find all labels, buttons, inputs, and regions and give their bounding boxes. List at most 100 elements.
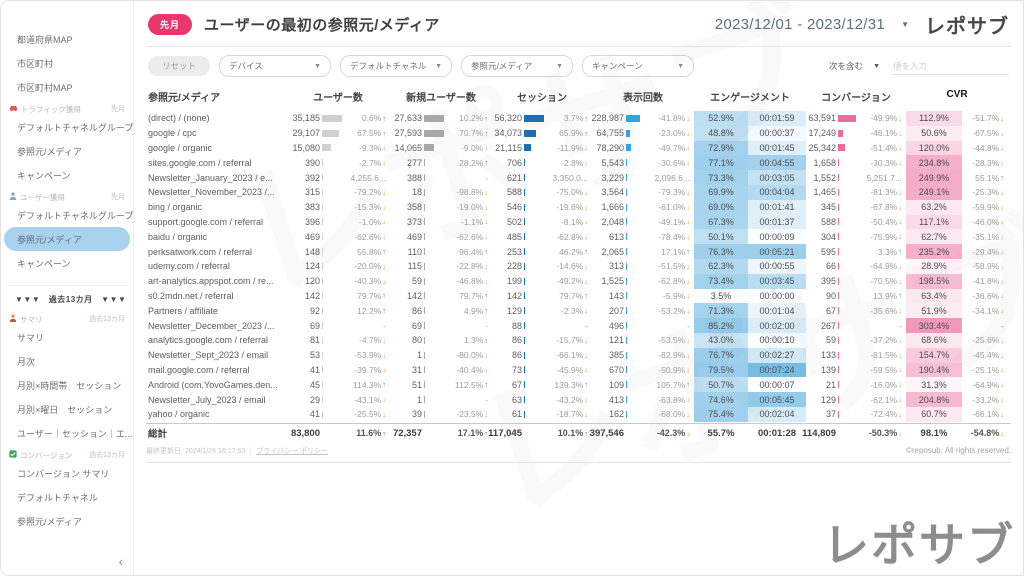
users-value: 383 (286, 200, 344, 215)
sidebar-item-8[interactable]: デフォルトチャネルグループ (17, 210, 133, 221)
users-change: -1.0% ↓ (359, 216, 386, 227)
engagement-rate-cell: 62.3% (694, 258, 748, 274)
sessions-value: 485 (492, 229, 546, 244)
sidebar-item-15[interactable]: 月次 (17, 356, 36, 367)
col-header-views[interactable]: 表示回数 (623, 93, 663, 104)
sessions-change: -75.0% ↓ (556, 187, 588, 198)
views-value: 496 (592, 318, 648, 333)
col-header-new-users[interactable]: 新規ユーザー数 (406, 93, 476, 104)
views-change: -68.0% ↓ (658, 409, 690, 420)
cvr-change: -44.8% ↓ (972, 142, 1004, 153)
sessions-value: 56,320 (492, 111, 546, 126)
table-body: (direct) / (none) 35,185 0.6% ↑ 27,633 10.2% ↑… (146, 111, 1011, 442)
sidebar-item-22[interactable]: 参照元/メディア (17, 516, 82, 527)
chevron-down-icon[interactable]: ▼ (901, 20, 909, 29)
sidebar-item-18[interactable]: ユーザー｜セッション｜エ... (17, 428, 133, 439)
table-footer: 最終更新日: 2024/1/26 16:17:53 ｜ プライバシー ポリシー … (146, 442, 1011, 463)
filter-campaign[interactable]: キャンペーン ▼ (582, 55, 695, 77)
sidebar-item-20[interactable]: コンバージョン サマリ (17, 468, 110, 479)
sessions-value: 142 (492, 289, 546, 304)
conversions-value: 1,658 (806, 155, 860, 170)
page-title: ユーザーの最初の参照元/メディア (204, 17, 440, 34)
views-change: 2,096.6... (654, 172, 690, 183)
source-medium-cell: Newsletter_Sept_2023 / email (148, 350, 269, 361)
table-row: support.google.com / referral 396 -1.0% ↓ 37… (146, 214, 1011, 230)
date-range-selector[interactable]: 2023/12/01 - 2023/12/31 (714, 16, 886, 33)
users-change: - (383, 320, 386, 331)
sessions-change: 79.7% ↑ (559, 290, 588, 301)
sidebar-item-16[interactable]: 月別×時間帯 セッション (17, 380, 122, 391)
table-row: s0.2mdn.net / referral 142 79.7% ↑ 142 79.7% ↑… (146, 288, 1011, 304)
engagement-time-cell: 00:00:07 (759, 379, 795, 390)
metrics-table: 参照元/メディア ユーザー数 新規ユーザー数 セッション 表示回数 エンゲージメ… (146, 83, 1011, 463)
sidebar-collapse-icon[interactable]: ‹ (118, 554, 123, 569)
users-change: -2.7% ↓ (359, 157, 386, 168)
sidebar-item-1[interactable]: 市区町村 (17, 58, 54, 69)
engagement-time-cell: 00:02:04 (748, 406, 806, 422)
source-medium-cell: google / cpc (148, 128, 197, 139)
col-header-source-medium[interactable]: 参照元/メディア (148, 93, 221, 104)
col-header-cvr[interactable]: CVR (946, 89, 968, 100)
sidebar-item-4[interactable]: デフォルトチャネルグループ (17, 122, 133, 133)
sessions-change: 3.7% ↑ (563, 113, 588, 124)
filter-source-medium[interactable]: 参照元/メディア ▼ (461, 55, 574, 77)
sidebar-item-2[interactable]: 市区町村MAP (17, 82, 73, 93)
sidebar-item-6[interactable]: キャンペーン (17, 170, 71, 181)
cvr-cell: 31.3% (906, 377, 962, 393)
sidebar-item-9[interactable]: 参照元/メディア (4, 227, 130, 251)
sidebar-item-21[interactable]: デフォルトチャネル (17, 492, 98, 503)
cvr-cell: 28.9% (906, 258, 962, 274)
col-header-engagement[interactable]: エンゲージメント (710, 93, 790, 104)
cvr-change: -64.9% ↓ (972, 379, 1004, 390)
views-change: -61.0% ↓ (658, 202, 690, 213)
filter-value-input[interactable] (891, 57, 1009, 75)
cvr-cell: 63.2% (906, 199, 962, 215)
sidebar-item-0[interactable]: 都道府県MAP (17, 34, 73, 45)
engagement-time-cell: 00:00:37 (748, 125, 806, 141)
sidebar-item-5[interactable]: 参照元/メディア (17, 146, 82, 157)
conversions-change: -35.6% ↓ (870, 305, 902, 316)
engagement-time-cell: 00:00:55 (748, 258, 806, 274)
new-users-value: 18 (390, 185, 446, 200)
col-header-sessions[interactable]: セッション (517, 93, 567, 104)
views-value: 121 (592, 333, 648, 348)
filter-device[interactable]: デバイス ▼ (219, 55, 332, 77)
engagement-rate-cell: 77.1% (694, 155, 748, 171)
report-header: 先月 ユーザーの最初の参照元/メディア 2023/12/01 - 2023/12… (134, 1, 1023, 46)
views-value: 3,229 (592, 170, 648, 185)
engagement-time-cell: 00:03:05 (748, 170, 806, 185)
cvr-change: -46.0% ↓ (972, 216, 1004, 227)
users-value: 35,185 (286, 111, 344, 126)
col-header-conversions[interactable]: コンバージョン (821, 93, 891, 104)
sidebar-item-10[interactable]: キャンペーン (17, 258, 71, 269)
conversions-change: -16.0% ↓ (870, 379, 902, 390)
engagement-rate-cell: 48.8% (694, 125, 748, 141)
reset-button[interactable]: リセット (148, 56, 211, 76)
engagement-time-cell: 00:00:10 (759, 335, 795, 346)
cvr-change: -67.5% ↓ (972, 128, 1004, 139)
sessions-change: 3,350.0... (552, 172, 588, 183)
conversions-value: 67 (806, 303, 860, 318)
conversions-change: 5,251.7... (866, 172, 902, 183)
table-row: analytics.google.com / referral 81 -4.7% ↓ 8… (146, 332, 1011, 348)
sidebar-section-tag: 過去13カ月 (89, 452, 125, 459)
sessions-value: 706 (492, 155, 546, 170)
source-medium-cell: support.google.com / referral (148, 216, 264, 227)
table-row: Newsletter_November_2023 /... 315 -79.2% ↓ 1… (146, 184, 1011, 200)
col-header-users[interactable]: ユーザー数 (313, 93, 363, 104)
privacy-policy-link[interactable]: プライバシー ポリシー (256, 447, 328, 455)
sidebar-item-17[interactable]: 月別×曜日 セッション (17, 404, 113, 415)
users-change: -20.0% ↓ (354, 261, 386, 272)
engagement-rate-cell: 55.7% (707, 427, 735, 439)
conversions-value: 21 (806, 377, 860, 392)
conversions-change: -67.8% ↓ (870, 202, 902, 213)
new-users-change: -23.5% ↓ (456, 409, 488, 420)
users-change: -79.2% ↓ (354, 187, 386, 198)
condition-select[interactable]: 次を含む ▼ (829, 61, 880, 71)
source-medium-cell: Newsletter_July_2023 / email (148, 394, 266, 405)
sidebar-item-14[interactable]: サマリ (17, 332, 45, 343)
filter-default-channel[interactable]: デフォルトチャネル ▼ (340, 55, 453, 77)
conversions-change: -49.9% ↓ (870, 113, 902, 124)
sidebar-section-label: コンバージョン (20, 450, 73, 460)
new-users-value: 80 (390, 333, 446, 348)
